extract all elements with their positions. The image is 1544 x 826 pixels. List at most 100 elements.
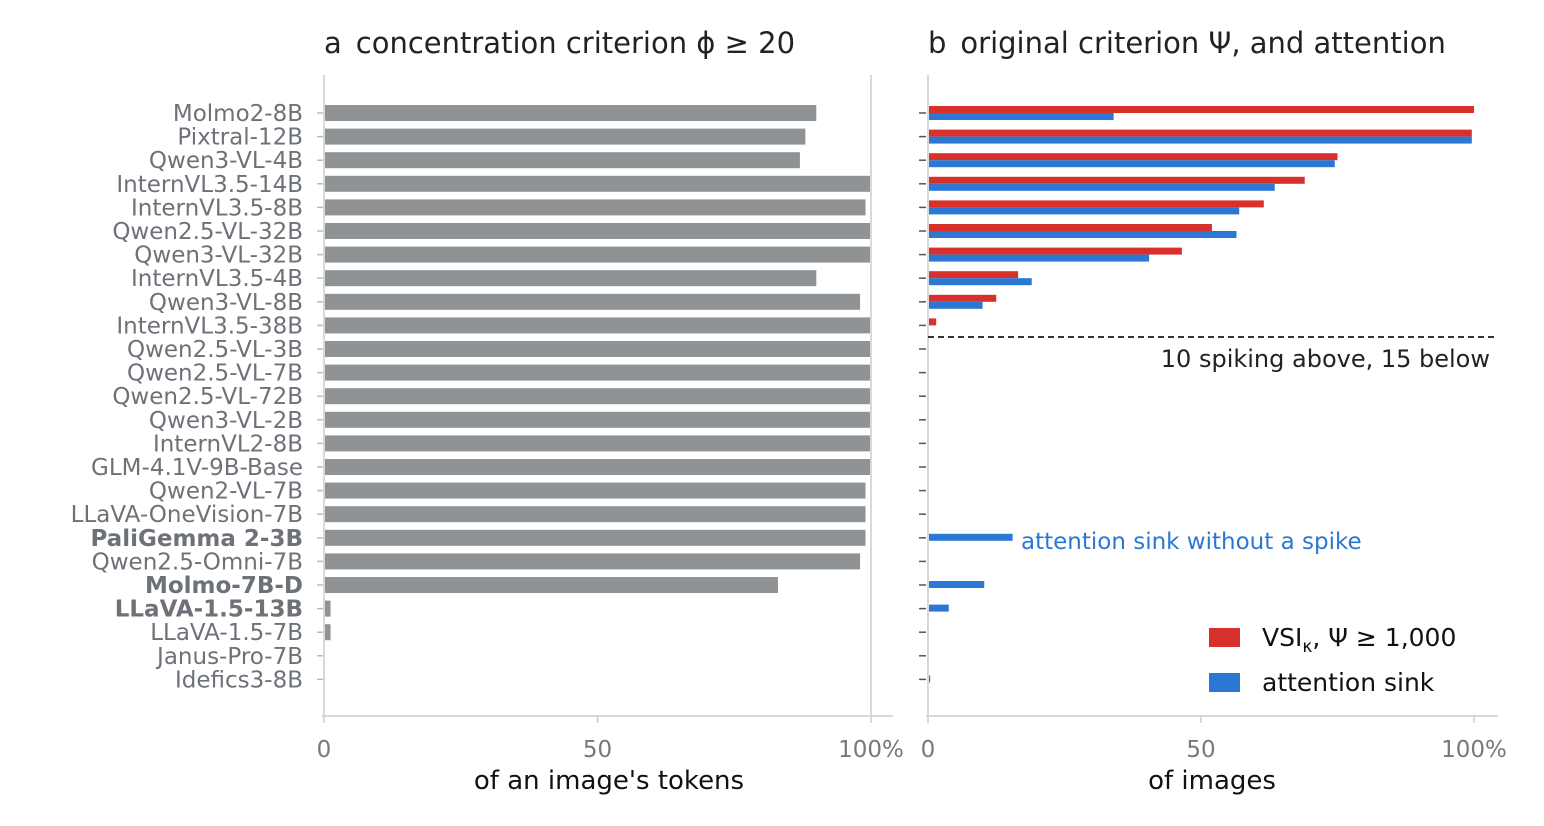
- bar: [325, 459, 871, 475]
- bar-attention-sink: [929, 301, 983, 309]
- legend-swatch-attention-sink: [1209, 673, 1240, 692]
- y-tick-label: InternVL3.5-14B: [116, 172, 303, 198]
- x-tick-label: 0: [921, 737, 936, 763]
- panel-b: b original criterion Ψ, and attention 0 50…: [919, 26, 1507, 796]
- bar: [325, 199, 866, 216]
- bar-attention-sink: [929, 581, 985, 588]
- bar-attention-sink: [929, 183, 1275, 191]
- panel-a-x-label: of an image's tokens: [474, 766, 744, 796]
- bar-attention-sink: [929, 160, 1335, 168]
- bar: [325, 341, 871, 357]
- y-tick-label: Idefics3-8B: [175, 667, 303, 693]
- bar-attention-sink: [929, 207, 1240, 215]
- panel-a: a concentration criterion ϕ ≥ 20 Molmo2-8…: [71, 26, 904, 796]
- bar: [325, 482, 866, 499]
- bar: [325, 175, 871, 192]
- bar: [325, 388, 871, 405]
- bar: [325, 105, 817, 121]
- y-tick-label: Qwen3-VL-4B: [149, 148, 303, 174]
- spike-count-annotation: 10 spiking above, 15 below: [1161, 345, 1490, 373]
- bar: [325, 246, 871, 263]
- bar-vsi: [929, 247, 1182, 255]
- x-tick-label: 100%: [838, 737, 904, 763]
- panel-title-text: original criterion Ψ, and attention: [960, 26, 1445, 60]
- y-tick-label: Molmo2-8B: [173, 101, 303, 127]
- y-tick-label: LLaVA-1.5-13B: [115, 597, 303, 623]
- bar-vsi: [929, 271, 1019, 279]
- bar-vsi: [929, 318, 937, 326]
- y-tick-label: Qwen3-VL-32B: [134, 243, 303, 269]
- y-tick-label: InternVL3.5-4B: [131, 266, 303, 292]
- legend-label-attention-sink: attention sink: [1262, 668, 1435, 697]
- bar-vsi: [929, 106, 1474, 113]
- bar-attention-sink: [929, 113, 1114, 120]
- y-tick-label: Molmo-7B-D: [145, 573, 303, 599]
- bar: [325, 553, 861, 570]
- y-tick-label: Qwen2.5-VL-72B: [112, 384, 303, 410]
- y-tick-label: InternVL3.5-8B: [131, 195, 303, 221]
- bar-attention-sink: [929, 231, 1237, 238]
- y-tick-label: Qwen3-VL-2B: [149, 408, 303, 434]
- bar-attention-sink: [929, 136, 1472, 144]
- bar: [325, 364, 871, 381]
- bar-vsi: [929, 153, 1338, 161]
- panel-a-bars: [325, 105, 871, 641]
- y-tick-label: Qwen2-VL-7B: [149, 479, 303, 505]
- legend-swatch-vsi: [1209, 628, 1240, 647]
- y-tick-label: Qwen2.5-Omni-7B: [92, 549, 303, 575]
- y-tick-label: Pixtral-12B: [177, 125, 303, 151]
- bar-attention-sink: [929, 278, 1032, 286]
- bar-vsi: [929, 294, 997, 302]
- bar: [325, 529, 866, 546]
- y-tick-label: Janus-Pro-7B: [155, 644, 303, 670]
- bar: [325, 152, 800, 169]
- y-tick-label: Qwen2.5-VL-32B: [112, 219, 303, 245]
- bar-vsi: [929, 200, 1264, 208]
- panel-b-x-label: of images: [1148, 766, 1276, 796]
- bar: [325, 600, 331, 617]
- bar: [325, 317, 871, 334]
- y-tick-label: Qwen3-VL-8B: [149, 290, 303, 316]
- y-tick-label: InternVL3.5-38B: [116, 313, 303, 339]
- bar-attention-sink: [929, 604, 949, 612]
- y-tick-label: Qwen2.5-VL-7B: [127, 361, 303, 387]
- bar: [325, 411, 871, 428]
- legend: VSIκ, Ψ ≥ 1,000 attention sink: [1209, 623, 1456, 697]
- panel-a-y-labels: Molmo2-8BPixtral-12BQwen3-VL-4BInternVL3…: [71, 101, 324, 693]
- panel-a-x-ticks: 0 50 100%: [317, 716, 904, 763]
- panel-title-text: concentration criterion ϕ ≥ 20: [356, 26, 795, 60]
- bar: [325, 270, 817, 287]
- bar: [325, 435, 871, 452]
- y-tick-label: PaliGemma 2-3B: [90, 526, 303, 552]
- x-tick-label: 0: [317, 737, 332, 763]
- bar-attention-sink: [929, 675, 931, 683]
- bar-attention-sink: [929, 533, 1013, 541]
- attention-sink-annotation: attention sink without a spike: [1021, 529, 1362, 555]
- panel-b-title: b original criterion Ψ, and attention: [928, 26, 1446, 60]
- bar: [325, 577, 779, 593]
- y-tick-label: GLM-4.1V-9B-Base: [91, 455, 303, 481]
- y-tick-label: LLaVA-OneVision-7B: [71, 502, 303, 528]
- panel-b-x-ticks: 0 50 100%: [921, 716, 1507, 763]
- bar-vsi: [929, 224, 1212, 231]
- y-tick-label: Qwen2.5-VL-3B: [127, 337, 303, 363]
- x-tick-label: 50: [583, 737, 612, 763]
- bar: [325, 223, 871, 239]
- panel-letter: a: [324, 26, 342, 60]
- bar-attention-sink: [929, 254, 1150, 262]
- bar-vsi: [929, 176, 1305, 184]
- legend-label-vsi: VSIκ, Ψ ≥ 1,000: [1262, 623, 1456, 657]
- bar: [325, 293, 861, 310]
- y-tick-label: InternVL2-8B: [153, 431, 303, 457]
- bar: [325, 128, 806, 145]
- bar: [325, 624, 331, 641]
- bar: [325, 506, 866, 523]
- panel-letter: b: [928, 26, 946, 60]
- y-tick-label: LLaVA-1.5-7B: [150, 620, 303, 646]
- panel-b-bars: [929, 106, 1474, 683]
- panel-b-y-ticks: [919, 112, 926, 681]
- x-tick-label: 100%: [1441, 737, 1507, 763]
- x-tick-label: 50: [1186, 737, 1215, 763]
- panel-a-title: a concentration criterion ϕ ≥ 20: [324, 26, 795, 60]
